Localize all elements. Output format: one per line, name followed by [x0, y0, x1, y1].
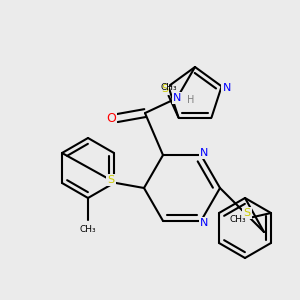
Text: CH₃: CH₃	[160, 83, 177, 92]
Text: N: N	[200, 148, 208, 158]
Text: N: N	[222, 83, 231, 93]
Text: S: S	[161, 84, 168, 94]
Text: N: N	[200, 218, 208, 228]
Text: H: H	[187, 95, 195, 105]
Text: S: S	[107, 175, 115, 185]
Text: S: S	[243, 208, 250, 218]
Text: N: N	[173, 93, 181, 103]
Text: O: O	[106, 112, 116, 124]
Text: CH₃: CH₃	[230, 215, 246, 224]
Text: CH₃: CH₃	[80, 224, 96, 233]
